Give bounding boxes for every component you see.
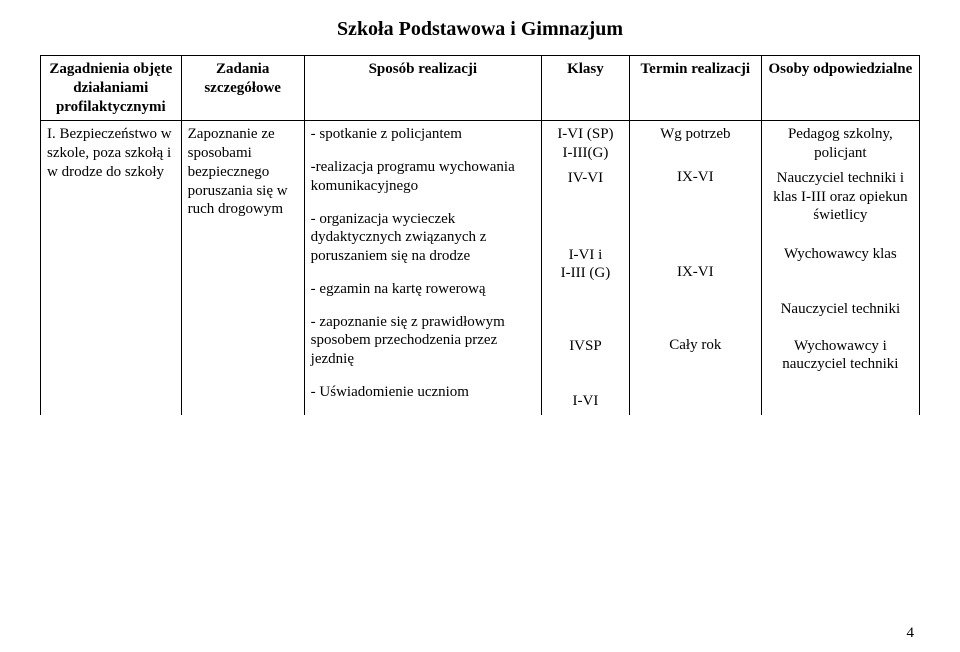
termin-line: Cały rok: [636, 336, 755, 355]
table-header-row: Zagadnienia objęte działaniami profilakt…: [41, 56, 920, 121]
sposob-item: - spotkanie z policjantem: [311, 125, 535, 144]
cell-sposob: - spotkanie z policjantem -realizacja pr…: [304, 121, 541, 415]
sposob-item: - organizacja wycieczek dydaktycznych zw…: [311, 210, 535, 266]
spacer: [768, 225, 913, 245]
header-zadania: Zadania szczegółowe: [181, 56, 304, 121]
table-row: I. Bezpieczeństwo w szkole, poza szkołą …: [41, 121, 920, 415]
header-osoby: Osoby odpowiedzialne: [761, 56, 919, 121]
spacer: [768, 264, 913, 300]
cell-klasy: I-VI (SP) I-III(G) IV-VI I-VI i I-III (G…: [542, 121, 630, 415]
header-klasy: Klasy: [542, 56, 630, 121]
sposob-item: - egzamin na kartę rowerową: [311, 280, 535, 299]
klasy-line: I-VI i: [548, 246, 623, 265]
cell-osoby: Pedagog szkolny, policjant Nauczyciel te…: [761, 121, 919, 415]
klasy-line: I-VI (SP): [548, 125, 623, 144]
cell-termin: Wg potrzeb IX-VI IX-VI Cały rok: [629, 121, 761, 415]
spacer: [548, 356, 623, 392]
osoby-block: Nauczyciel techniki: [768, 300, 913, 319]
klasy-line: IVSP: [548, 337, 623, 356]
klasy-line: I-III(G): [548, 144, 623, 163]
termin-line: IX-VI: [636, 168, 755, 187]
osoby-block: Pedagog szkolny, policjant: [768, 125, 913, 163]
cell-zadania: Zapoznanie ze sposobami bezpiecznego por…: [181, 121, 304, 415]
klasy-line: I-VI: [548, 392, 623, 411]
header-zagadnienia: Zagadnienia objęte działaniami profilakt…: [41, 56, 182, 121]
spacer: [548, 283, 623, 337]
osoby-block: Nauczyciel techniki i klas I-III oraz op…: [768, 169, 913, 225]
spacer: [636, 187, 755, 263]
spacer: [636, 144, 755, 168]
page: Szkoła Podstawowa i Gimnazjum Zagadnieni…: [0, 0, 960, 652]
klasy-line: I-III (G): [548, 264, 623, 283]
termin-line: Wg potrzeb: [636, 125, 755, 144]
sposob-item: - zapoznanie się z prawidłowym sposobem …: [311, 313, 535, 369]
cell-zagadnienia: I. Bezpieczeństwo w szkole, poza szkołą …: [41, 121, 182, 415]
page-title: Szkoła Podstawowa i Gimnazjum: [40, 18, 920, 41]
termin-line: IX-VI: [636, 263, 755, 282]
header-sposob: Sposób realizacji: [304, 56, 541, 121]
sposob-item: - Uświadomienie uczniom: [311, 383, 535, 402]
curriculum-table: Zagadnienia objęte działaniami profilakt…: [40, 55, 920, 415]
klasy-line: IV-VI: [548, 169, 623, 188]
osoby-block: Wychowawcy i nauczyciel techniki: [768, 337, 913, 375]
spacer: [636, 282, 755, 336]
sposob-item: -realizacja programu wychowania komunika…: [311, 158, 535, 196]
page-number: 4: [907, 625, 915, 642]
spacer: [548, 188, 623, 246]
osoby-block: Wychowawcy klas: [768, 245, 913, 264]
header-termin: Termin realizacji: [629, 56, 761, 121]
spacer: [768, 319, 913, 337]
